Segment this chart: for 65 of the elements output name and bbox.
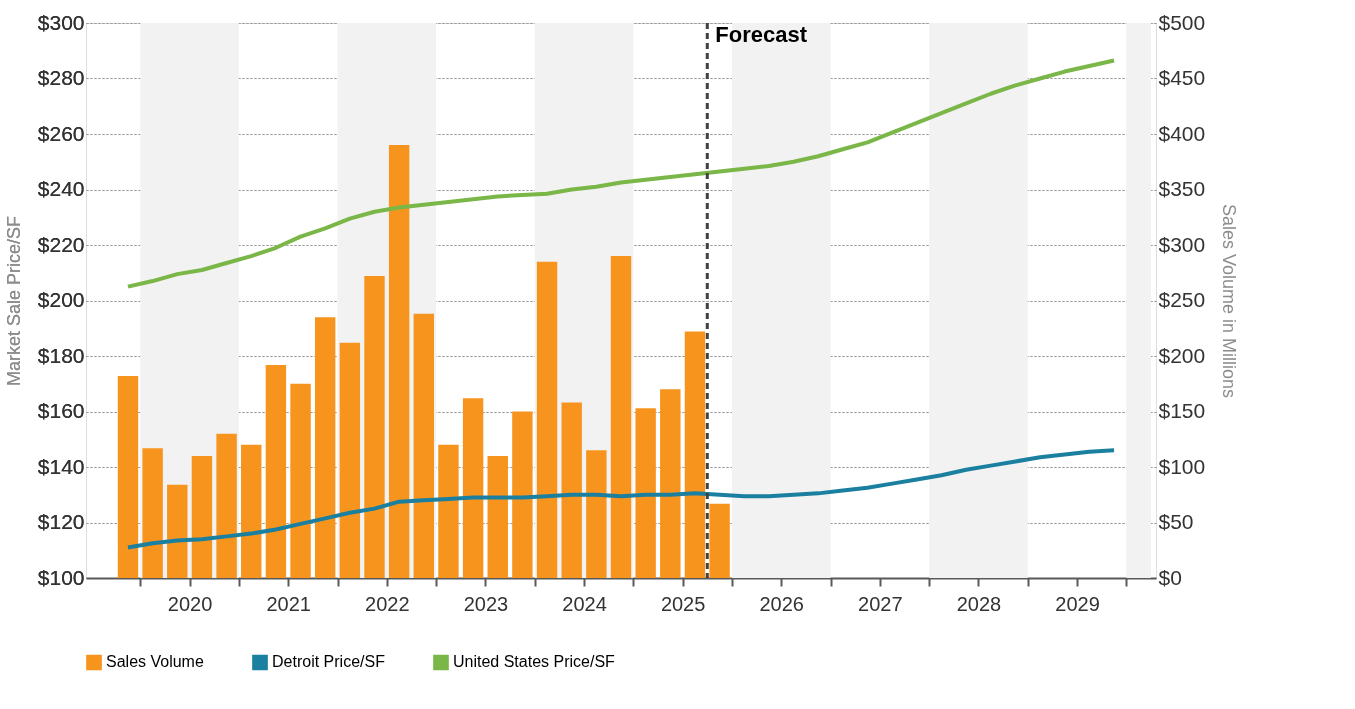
legend-label: Detroit Price/SF (272, 653, 386, 671)
y2-tick-label: $100 (1158, 454, 1206, 478)
ref-line-label: Forecast (715, 22, 808, 47)
bar (117, 375, 139, 578)
y2-tick-label: $250 (1158, 288, 1206, 311)
y-axis-title: Market Sale Price/SF (3, 215, 24, 387)
bar (684, 331, 706, 578)
y2-tick-label: $200 (1158, 343, 1206, 367)
y2-tick-label: $150 (1158, 399, 1206, 422)
x-tick-label: 2020 (167, 592, 213, 615)
x-tick-label: 2021 (266, 592, 311, 615)
y2-tick-label: $350 (1158, 177, 1206, 200)
y-tick-label: $240 (37, 177, 85, 200)
x-tick-label: 2025 (660, 592, 706, 615)
line-series (125, 448, 1117, 550)
x-tick-label: 2022 (365, 592, 410, 615)
bar (586, 450, 607, 578)
y-tick-label: $180 (37, 343, 85, 367)
y-tick-label: $280 (37, 66, 85, 89)
y-tick-label: $220 (37, 232, 85, 256)
x-tick-label: 2028 (956, 592, 1002, 615)
y2-tick-label: $0 (1158, 565, 1182, 589)
bar (561, 402, 582, 578)
y2-axis-title: Sales Volume in Millions (1219, 203, 1240, 399)
bar (635, 408, 656, 578)
bar (191, 455, 213, 578)
bar (438, 444, 459, 578)
bar (660, 389, 681, 578)
bar (167, 484, 188, 578)
legend-label: Sales Volume (106, 653, 204, 671)
bar (290, 383, 311, 578)
line-series (125, 58, 1117, 289)
bar (536, 261, 558, 578)
bar (339, 342, 361, 578)
y2-tick-label: $50 (1158, 510, 1194, 533)
y2-tick-label: $300 (1158, 232, 1206, 256)
x-tick-label: 2024 (562, 592, 607, 615)
bar (241, 444, 262, 578)
y-tick-label: $160 (37, 399, 85, 422)
bar (314, 317, 336, 578)
bar (388, 145, 410, 578)
bar (142, 448, 163, 578)
bar (462, 398, 484, 578)
bar (709, 503, 730, 578)
y2-tick-label: $450 (1158, 66, 1206, 89)
y-tick-label: $120 (37, 510, 85, 533)
x-tick-label: 2026 (759, 592, 804, 615)
bar (512, 411, 533, 578)
x-tick-label: 2023 (463, 592, 509, 615)
y-tick-label: $200 (37, 288, 85, 311)
legend-label: United States Price/SF (453, 653, 616, 671)
y2-tick-label: $500 (1158, 10, 1206, 34)
bar (487, 455, 508, 578)
y2-tick-label: $400 (1158, 121, 1206, 145)
x-tick-label: 2027 (858, 592, 903, 615)
y-tick-label: $260 (37, 121, 85, 145)
y-tick-label: $100 (37, 565, 85, 589)
bar (216, 433, 237, 578)
y-tick-label: $140 (37, 454, 85, 478)
bar (364, 276, 385, 578)
y-tick-label: $300 (37, 10, 85, 34)
bar (413, 313, 434, 578)
x-tick-label: 2029 (1055, 592, 1100, 615)
bar (610, 256, 632, 578)
bar (265, 364, 287, 578)
